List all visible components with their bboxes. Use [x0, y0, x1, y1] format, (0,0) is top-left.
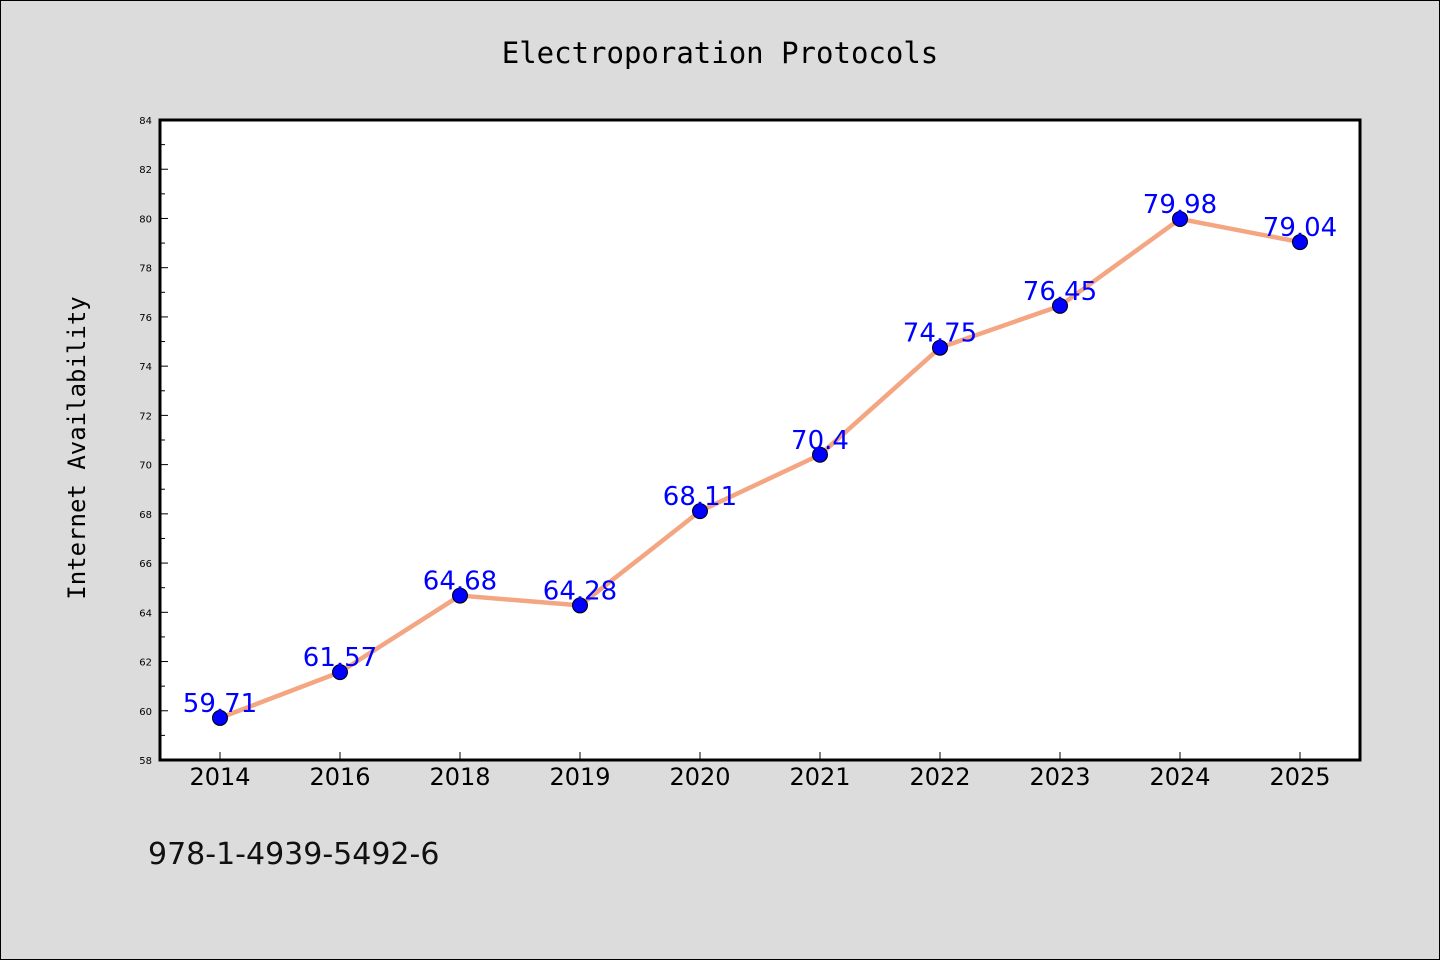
y-tick-label: 68: [139, 510, 152, 521]
y-tick-label: 78: [139, 264, 152, 275]
x-axis: 2014 2016 2018 2019 2020 2021 2022 2023 2024 2025: [189, 752, 1331, 791]
y-tick-label: 74: [139, 362, 152, 373]
data-label: 68.11: [663, 482, 737, 512]
data-label: 70.4: [791, 426, 849, 456]
data-point: [812, 446, 828, 463]
x-tick-label: 2021: [789, 763, 850, 791]
y-tick-label: 84: [139, 116, 152, 127]
x-tick-label: 2019: [549, 763, 610, 791]
y-tick-label: 66: [139, 559, 152, 570]
data-label: 79.04: [1263, 213, 1337, 243]
x-tick-label: 2024: [1149, 763, 1210, 791]
x-tick-label: 2022: [909, 763, 970, 791]
data-point: [212, 709, 228, 726]
data-label: 79.98: [1143, 190, 1217, 220]
data-label: 61.57: [303, 643, 377, 673]
y-axis-label: Internet Availability: [63, 296, 91, 599]
data-label: 64.28: [543, 576, 617, 606]
y-tick-label: 80: [139, 214, 152, 225]
data-label: 74.75: [903, 319, 977, 349]
data-point: [572, 597, 588, 614]
x-tick-label: 2023: [1029, 763, 1090, 791]
y-tick-label: 82: [139, 165, 152, 176]
data-point: [1052, 297, 1068, 314]
x-tick-label: 2014: [189, 763, 250, 791]
data-label: 59.71: [183, 689, 257, 719]
x-tick-label: 2025: [1269, 763, 1330, 791]
data-point: [1172, 210, 1188, 227]
data-point: [1292, 234, 1308, 251]
data-label: 64.68: [423, 567, 497, 597]
data-point: [932, 339, 948, 356]
series-line: [219, 216, 1301, 721]
data-point: [692, 503, 708, 520]
data-point: [332, 664, 348, 681]
plot-area: [158, 118, 1362, 762]
y-tick-label: 58: [139, 756, 152, 767]
x-tick-label: 2016: [309, 763, 370, 791]
x-tick-label: 2018: [429, 763, 490, 791]
y-tick-label: 60: [139, 707, 152, 718]
x-tick-label: 2020: [669, 763, 730, 791]
chart-title: Electroporation Protocols: [502, 36, 939, 70]
y-tick-label: 64: [139, 608, 152, 619]
isbn-text: 978-1-4939-5492-6: [148, 837, 439, 872]
y-tick-label: 62: [139, 658, 152, 669]
data-label: 76.45: [1023, 277, 1097, 307]
series-group: 59.71 61.57 64.68 64.28 68.11 70.4 74.75 76.45 7…: [183, 190, 1337, 726]
y-tick-label: 72: [139, 411, 152, 422]
y-tick-label: 70: [139, 461, 152, 472]
y-axis: 58 60 62 64 66 68 70 72 74 76 78 80 82 84: [139, 116, 168, 767]
data-point: [452, 587, 468, 604]
y-tick-label: 76: [139, 313, 152, 324]
